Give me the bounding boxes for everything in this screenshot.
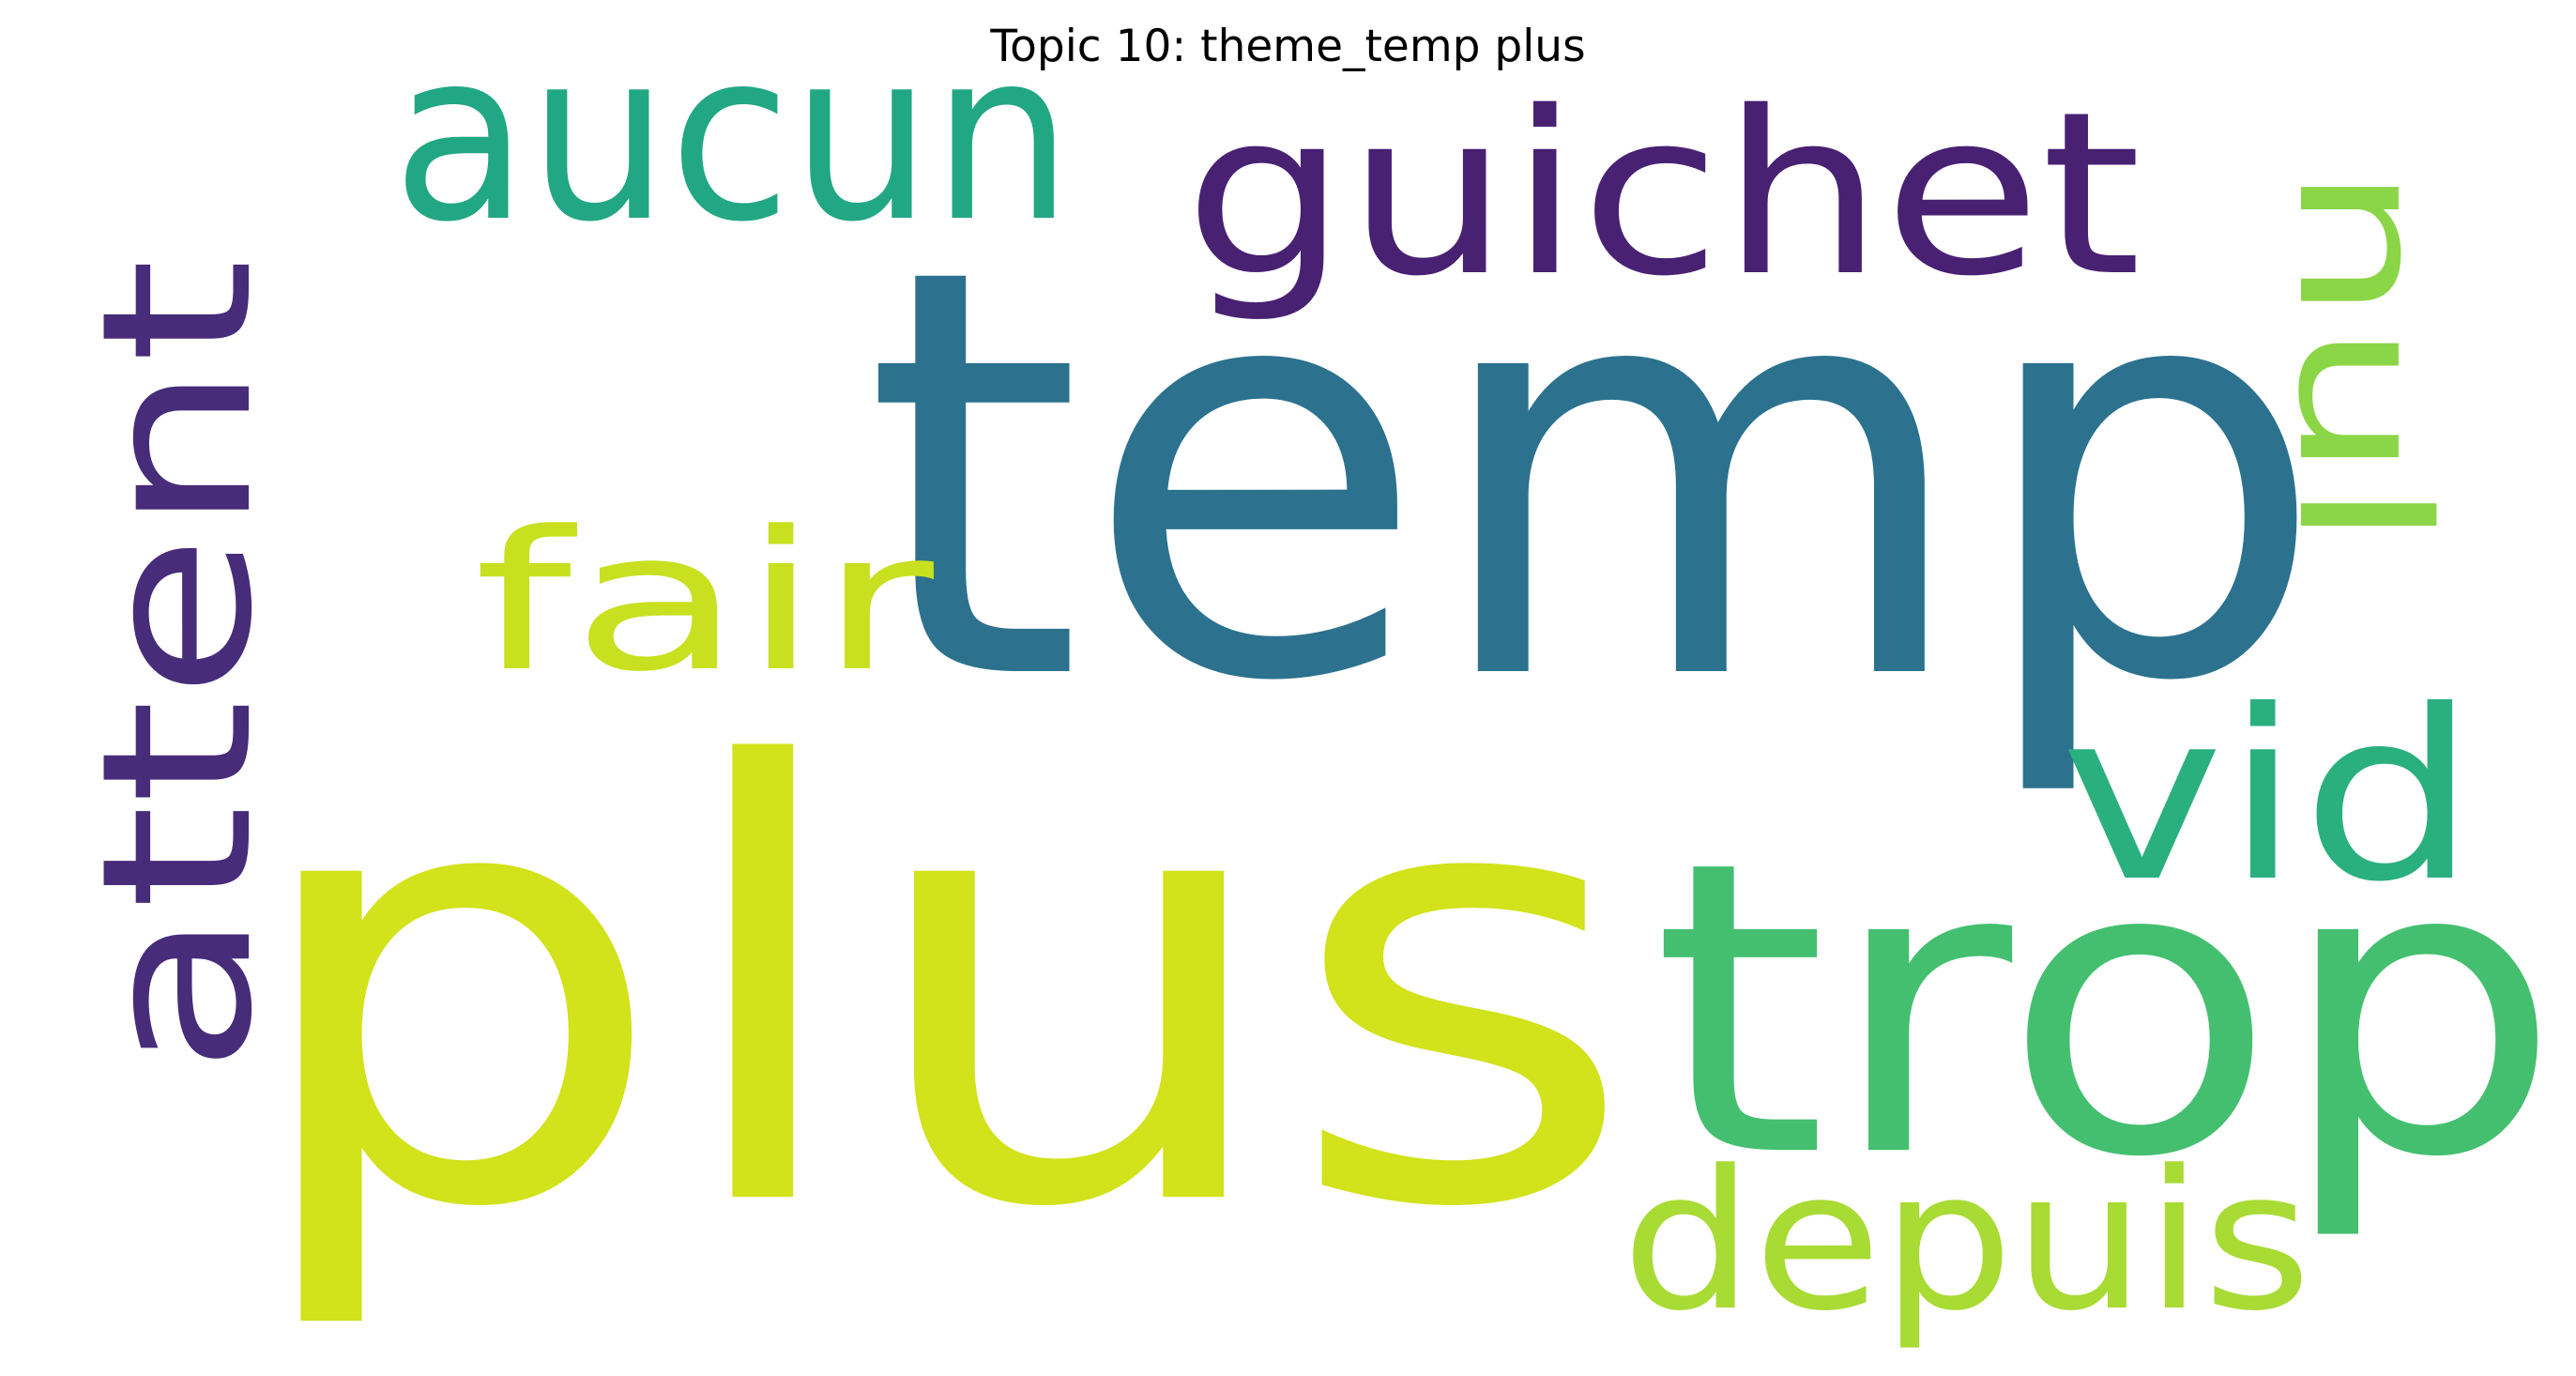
word-plus: plus [239,644,1638,1338]
word-fair: fair [474,491,935,714]
word-temp: temp [863,148,2327,804]
word-guichet: guichet [1184,63,2142,326]
figure-title: Topic 10: theme_temp plus [990,21,1586,72]
word-depuis: depuis [1622,1130,2311,1353]
word-attent: attent [57,258,297,1075]
word-aucun: aucun [392,0,1073,273]
word-nul: nul [2259,164,2466,549]
word-vid: vid [2060,660,2477,933]
word-trop: trop [1652,776,2562,1246]
